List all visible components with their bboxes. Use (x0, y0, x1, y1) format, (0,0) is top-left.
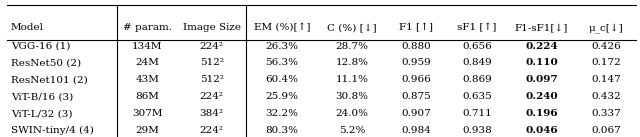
Text: 0.849: 0.849 (462, 58, 492, 67)
Text: 307M: 307M (132, 109, 163, 118)
Text: 0.432: 0.432 (591, 92, 621, 101)
Text: 80.3%: 80.3% (266, 126, 298, 135)
Text: EM (%)[↑]: EM (%)[↑] (253, 23, 310, 32)
Text: 0.907: 0.907 (401, 109, 431, 118)
Text: F1-sF1[↓]: F1-sF1[↓] (515, 23, 568, 32)
Text: 12.8%: 12.8% (335, 58, 369, 67)
Text: 0.426: 0.426 (591, 42, 621, 51)
Text: 43M: 43M (135, 75, 159, 84)
Text: 224²: 224² (200, 42, 224, 51)
Text: 134M: 134M (132, 42, 163, 51)
Text: ResNet101 (2): ResNet101 (2) (11, 75, 88, 84)
Text: 0.110: 0.110 (525, 58, 557, 67)
Text: 0.240: 0.240 (525, 92, 557, 101)
Text: 384²: 384² (200, 109, 224, 118)
Text: # param.: # param. (123, 23, 172, 32)
Text: C (%) [↓]: C (%) [↓] (327, 23, 377, 32)
Text: 24M: 24M (135, 58, 159, 67)
Text: 25.9%: 25.9% (266, 92, 298, 101)
Text: 0.711: 0.711 (462, 109, 492, 118)
Text: 5.2%: 5.2% (339, 126, 365, 135)
Text: 512²: 512² (200, 58, 224, 67)
Text: 86M: 86M (135, 92, 159, 101)
Text: 224²: 224² (200, 92, 224, 101)
Text: 32.2%: 32.2% (266, 109, 298, 118)
Text: 0.097: 0.097 (525, 75, 557, 84)
Text: 0.938: 0.938 (462, 126, 492, 135)
Text: 11.1%: 11.1% (335, 75, 369, 84)
Text: 0.875: 0.875 (401, 92, 431, 101)
Text: 30.8%: 30.8% (335, 92, 369, 101)
Text: 60.4%: 60.4% (266, 75, 298, 84)
Text: 224²: 224² (200, 126, 224, 135)
Text: ViT-B/16 (3): ViT-B/16 (3) (11, 92, 73, 101)
Text: 0.172: 0.172 (591, 58, 621, 67)
Text: 26.3%: 26.3% (266, 42, 298, 51)
Text: ResNet50 (2): ResNet50 (2) (11, 58, 81, 67)
Text: 0.635: 0.635 (462, 92, 492, 101)
Text: sF1 [↑]: sF1 [↑] (457, 23, 497, 32)
Text: VGG-16 (1): VGG-16 (1) (11, 42, 70, 51)
Text: 0.959: 0.959 (401, 58, 431, 67)
Text: Model: Model (11, 23, 44, 32)
Text: ViT-L/32 (3): ViT-L/32 (3) (11, 109, 72, 118)
Text: 0.196: 0.196 (525, 109, 557, 118)
Text: 24.0%: 24.0% (335, 109, 369, 118)
Text: 28.7%: 28.7% (335, 42, 369, 51)
Text: 0.966: 0.966 (401, 75, 431, 84)
Text: 512²: 512² (200, 75, 224, 84)
Text: 56.3%: 56.3% (266, 58, 298, 67)
Text: 0.656: 0.656 (462, 42, 492, 51)
Text: F1 [↑]: F1 [↑] (399, 23, 433, 32)
Text: SWIN-tiny/4 (4): SWIN-tiny/4 (4) (11, 126, 94, 135)
Text: 0.337: 0.337 (591, 109, 621, 118)
Text: 0.067: 0.067 (591, 126, 621, 135)
Text: 0.147: 0.147 (591, 75, 621, 84)
Text: Image Size: Image Size (182, 23, 241, 32)
Text: 29M: 29M (135, 126, 159, 135)
Text: 0.869: 0.869 (462, 75, 492, 84)
Text: 0.224: 0.224 (525, 42, 557, 51)
Text: 0.984: 0.984 (401, 126, 431, 135)
Text: 0.880: 0.880 (401, 42, 431, 51)
Text: μ_c[↓]: μ_c[↓] (588, 23, 623, 33)
Text: 0.046: 0.046 (525, 126, 557, 135)
